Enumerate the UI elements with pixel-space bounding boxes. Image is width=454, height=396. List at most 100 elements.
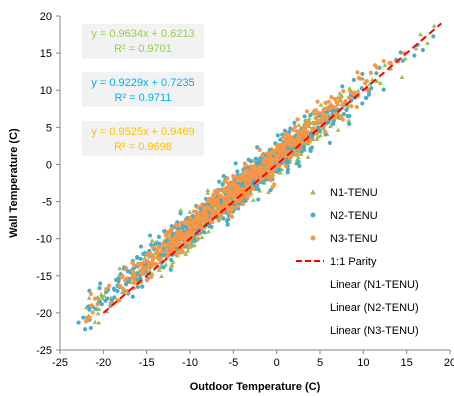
data-point [296, 147, 302, 152]
data-point [120, 286, 125, 291]
data-point [190, 243, 195, 248]
data-point [179, 231, 184, 236]
data-point [300, 129, 305, 134]
data-point [205, 187, 211, 193]
data-point [105, 296, 110, 301]
data-point [146, 253, 151, 259]
data-point [112, 287, 117, 293]
data-point [274, 158, 279, 163]
equation-box [82, 121, 204, 156]
x-tick-label: 10 [357, 357, 369, 369]
data-point [147, 268, 153, 274]
data-point [349, 104, 354, 109]
data-point [226, 217, 231, 222]
data-point [151, 245, 156, 250]
legend-item-linear-n1: Linear (N1-TENU) [330, 279, 419, 291]
data-point [95, 302, 100, 307]
data-point [150, 257, 155, 262]
data-point [142, 255, 148, 260]
data-point [180, 236, 185, 241]
data-point [381, 58, 386, 64]
data-point [178, 207, 183, 213]
data-point [283, 143, 288, 148]
y-tick-label: 20 [40, 11, 52, 23]
data-point [281, 146, 286, 152]
legend-label: N2-TENU [330, 210, 378, 222]
data-point [178, 211, 183, 216]
data-point [245, 195, 250, 201]
data-point [159, 244, 164, 250]
data-point [304, 119, 309, 124]
data-point [177, 250, 183, 255]
x-axis-ticks: -25 -20 -15 -10 -5 0 5 10 15 20 [52, 350, 454, 369]
data-point [144, 278, 150, 283]
legend-label: Linear (N3-TENU) [330, 325, 419, 337]
data-point [138, 261, 144, 267]
data-point [96, 320, 102, 325]
data-point [399, 74, 405, 79]
data-point [100, 295, 105, 301]
y-tick-label: 0 [46, 159, 52, 171]
data-point [234, 183, 239, 188]
data-point [337, 91, 343, 96]
data-point [191, 230, 196, 235]
data-point [343, 99, 348, 104]
data-point [140, 284, 145, 289]
data-point [257, 147, 262, 153]
data-point [87, 315, 92, 320]
x-tick-label: -25 [52, 357, 68, 369]
data-point [130, 273, 136, 278]
data-point [354, 104, 360, 110]
data-point [208, 208, 213, 213]
data-point [88, 325, 93, 331]
data-point [302, 114, 307, 119]
data-point [212, 198, 217, 203]
data-point [417, 31, 423, 37]
data-point [199, 203, 204, 208]
r-squared-text: R² = 0.9698 [114, 141, 172, 153]
data-point [247, 192, 252, 197]
data-point [307, 120, 313, 125]
data-point [398, 50, 403, 55]
data-point [220, 182, 225, 187]
data-point [225, 176, 230, 181]
data-point [167, 240, 172, 246]
data-point [130, 294, 135, 299]
data-point [355, 88, 361, 93]
data-point [205, 190, 211, 195]
data-point [130, 269, 135, 274]
data-point [141, 266, 146, 272]
data-point [329, 103, 334, 108]
data-point [315, 99, 320, 104]
data-point [317, 133, 323, 138]
data-point [325, 116, 330, 121]
data-point [210, 219, 215, 224]
data-point [157, 265, 163, 270]
y-tick-label: 15 [40, 48, 52, 60]
data-point [87, 288, 92, 293]
data-point [195, 236, 201, 241]
data-point [216, 218, 221, 223]
data-point [83, 327, 88, 332]
y-tick-label: -10 [36, 234, 52, 246]
data-point [322, 113, 327, 118]
data-point [388, 60, 393, 65]
data-point [173, 238, 179, 243]
data-point [347, 121, 352, 126]
data-point [420, 47, 425, 53]
data-point [316, 118, 321, 123]
data-point [253, 156, 259, 161]
data-point [167, 236, 173, 241]
trendline-equation-n1: y = 0.9634x + 0.6213 R² = 0.9701 [82, 24, 204, 59]
data-point [81, 315, 86, 320]
y-tick-label: -20 [36, 308, 52, 320]
equation-box [82, 72, 204, 107]
data-point [400, 58, 405, 63]
data-point [327, 123, 333, 129]
data-point [92, 319, 98, 324]
data-point [351, 77, 356, 82]
data-point [96, 296, 102, 301]
data-point [226, 210, 231, 216]
data-point [332, 97, 337, 102]
data-point [366, 92, 372, 97]
